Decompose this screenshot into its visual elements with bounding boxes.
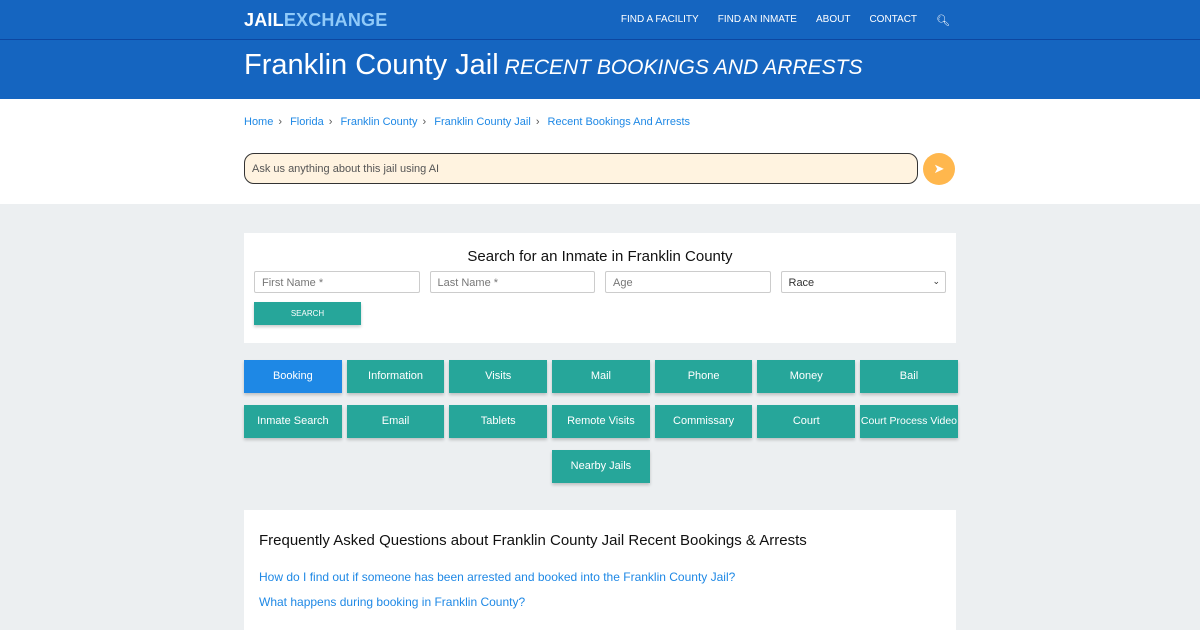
button-remote-visits[interactable]: Remote Visits [552,405,650,438]
button-booking[interactable]: Booking [244,360,342,393]
button-inmate-search[interactable]: Inmate Search [244,405,342,438]
breadcrumb-jail[interactable]: Franklin County Jail [434,116,531,128]
button-phone[interactable]: Phone [654,360,753,393]
chevron-right-icon: › [422,116,427,128]
breadcrumb-current[interactable]: Recent Bookings And Arrests [547,116,691,128]
button-money[interactable]: Money [757,360,856,393]
top-nav: JAILEXCHANGE FIND A FACILITY FIND AN INM… [0,0,1200,40]
button-information[interactable]: Information [346,360,445,393]
page-title: Franklin County Jail [244,49,499,81]
breadcrumb-county[interactable]: Franklin County [340,116,418,128]
last-name-input[interactable]: Last Name * [429,271,595,293]
search-icon[interactable]: 🔍︎ [936,15,950,27]
faq-question[interactable]: What happens during booking in Franklin … [259,595,526,609]
button-nearby-jails[interactable]: Nearby Jails [552,450,650,483]
button-mail[interactable]: Mail [552,360,650,393]
race-select[interactable]: Race ⌄ [780,271,946,293]
chevron-right-icon: › [278,116,283,128]
race-select-value: Race [788,277,815,289]
page-header: Franklin County Jail RECENT BOOKINGS AND … [0,40,1200,99]
button-bail[interactable]: Bail [860,360,958,393]
paper-plane-icon: ➤ [933,161,945,176]
button-visits[interactable]: Visits [449,360,548,393]
faq-question[interactable]: How do I find out if someone has been ar… [259,570,736,584]
search-title: Search for an Inmate in Franklin County [467,248,733,265]
page-subtitle: RECENT BOOKINGS AND ARRESTS [504,56,863,79]
nav-find-inmate[interactable]: FIND AN INMATE [717,14,797,25]
logo-text-accent: EXCHANGE [283,10,388,30]
logo-text: JAIL [244,10,284,30]
logo[interactable]: JAILEXCHANGE [244,10,387,31]
button-email[interactable]: Email [346,405,445,438]
age-input[interactable]: Age [605,271,771,293]
button-court-process-video[interactable]: Court Process Video [860,405,958,438]
faq-section: Frequently Asked Questions about Frankli… [244,510,956,630]
chevron-right-icon: › [328,116,333,128]
first-name-input[interactable]: First Name * [254,271,420,293]
send-button[interactable]: ➤ [923,153,955,185]
inmate-search-card: Search for an Inmate in Franklin County … [244,233,956,343]
nav-find-facility[interactable]: FIND A FACILITY [620,14,699,25]
breadcrumb-home[interactable]: Home [244,116,274,128]
nav-about[interactable]: ABOUT [815,14,851,25]
nav-contact[interactable]: CONTACT [869,14,918,25]
button-tablets[interactable]: Tablets [449,405,548,438]
search-button[interactable]: SEARCH [254,302,361,325]
faq-title: Frequently Asked Questions about Frankli… [259,532,807,549]
nav-buttons: Booking Information Visits Mail Phone Mo… [244,360,958,483]
breadcrumb-florida[interactable]: Florida [290,116,324,128]
button-commissary[interactable]: Commissary [654,405,753,438]
chevron-down-icon: ⌄ [932,276,940,286]
chevron-right-icon: › [535,116,540,128]
ai-question-input[interactable]: Ask us anything about this jail using AI [244,153,918,184]
button-court[interactable]: Court [757,405,856,438]
breadcrumb: Home › Florida › Franklin County › Franklin… [244,116,690,128]
